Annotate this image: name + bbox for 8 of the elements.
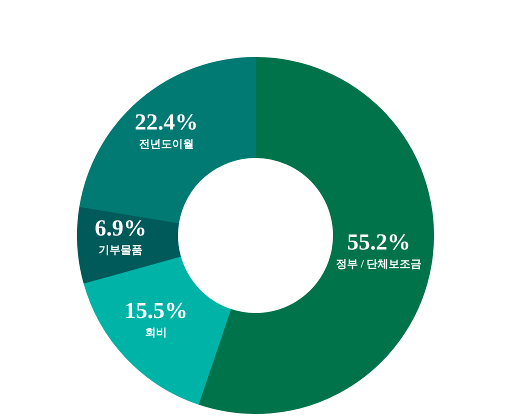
slice-label: 기부물품 xyxy=(98,244,143,256)
data-label: 6.9% xyxy=(94,215,147,240)
slice-label: 정부 / 단체보조금 xyxy=(336,258,422,271)
data-label: 22.4% xyxy=(134,109,198,134)
slice-label: 전년도이월 xyxy=(138,138,194,150)
data-label: 55.2% xyxy=(347,230,410,255)
data-label: 15.5% xyxy=(124,298,188,323)
slice-label: 회비 xyxy=(145,326,168,339)
